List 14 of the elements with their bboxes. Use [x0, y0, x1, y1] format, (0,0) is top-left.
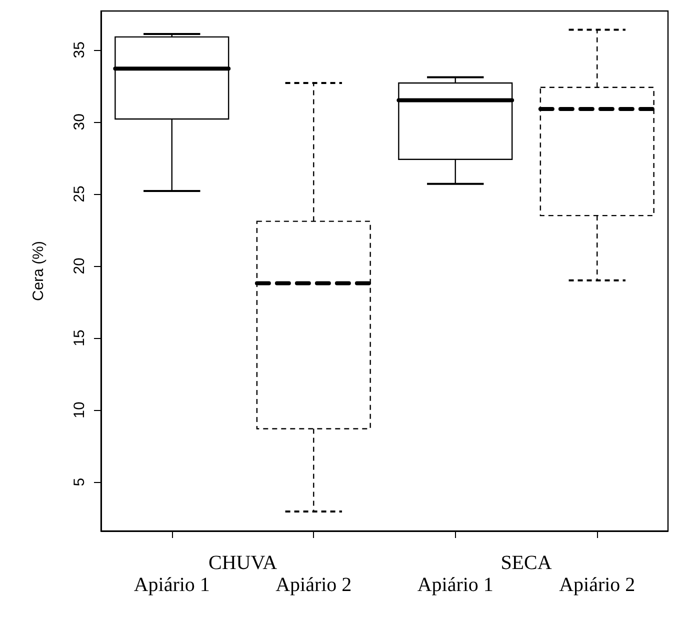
text: SECA	[500, 552, 552, 574]
x-tick-label: Apiário 2	[276, 574, 352, 596]
y-tick-label: 15	[71, 330, 88, 346]
x-tick-label: Apiário 1	[134, 574, 210, 596]
x-tick-label: Apiário 2	[559, 574, 636, 596]
text: CHUVA	[208, 552, 278, 574]
y-tick-label: 35	[71, 42, 88, 58]
y-tick-label: 10	[71, 402, 88, 418]
y-tick-label: 25	[71, 186, 88, 202]
x-tick-label: Apiário 1	[417, 574, 494, 596]
y-tick-label: 20	[71, 258, 88, 274]
y-axis-title: Cera (%)	[30, 240, 47, 302]
y-tick-label: 5	[71, 478, 88, 486]
y-tick-label: 30	[71, 114, 88, 130]
